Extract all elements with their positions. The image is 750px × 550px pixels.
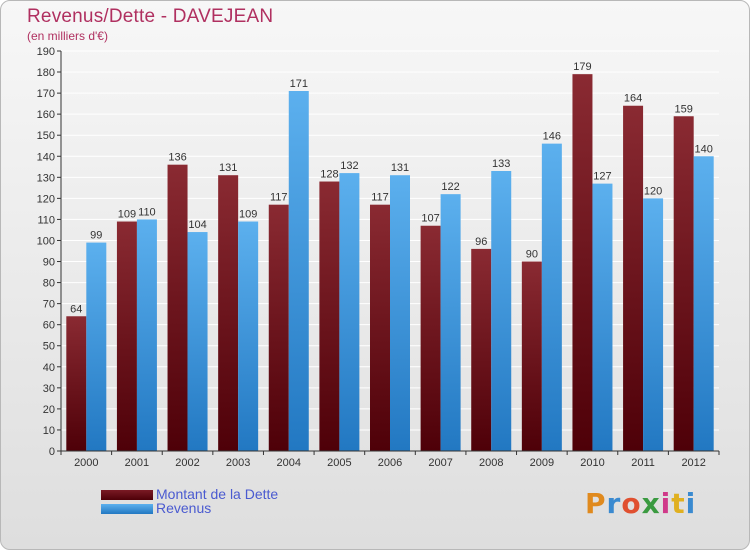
chart-title: Revenus/Dette - DAVEJEAN: [27, 6, 274, 27]
y-tick-label: 120: [37, 193, 55, 205]
x-tick-label: 2002: [175, 457, 199, 469]
revenus-bar: [187, 232, 208, 451]
y-tick-label: 40: [43, 362, 55, 374]
y-tick-label: 140: [37, 151, 55, 163]
y-tick-label: 100: [37, 235, 55, 247]
data-label: 131: [391, 162, 409, 174]
dette-bar: [471, 248, 492, 451]
legend-swatch-revenus: [101, 504, 153, 514]
y-tick-label: 30: [43, 383, 55, 395]
data-label: 132: [340, 160, 358, 172]
dette-bar: [572, 74, 593, 451]
data-label: 90: [526, 249, 538, 261]
data-label: 127: [593, 171, 611, 183]
dette-bar: [66, 316, 87, 451]
data-label: 117: [270, 192, 288, 204]
y-tick-label: 60: [43, 320, 55, 332]
legend-label-dette: Montant de la Dette: [156, 486, 279, 502]
x-tick-label: 2007: [428, 457, 452, 469]
y-tick-label: 50: [43, 341, 55, 353]
x-tick-label: 2012: [681, 457, 705, 469]
data-label: 110: [138, 206, 156, 218]
data-label: 109: [118, 209, 136, 221]
dette-bar: [623, 105, 644, 451]
data-label: 136: [168, 152, 186, 164]
chart-subtitle: (en milliers d'€): [27, 29, 108, 43]
dette-bar: [218, 175, 239, 452]
x-tick-label: 2001: [125, 457, 149, 469]
revenus-bar: [541, 143, 562, 451]
y-tick-label: 180: [37, 67, 55, 79]
data-label: 159: [675, 103, 693, 115]
dette-bar: [673, 116, 694, 452]
x-tick-label: 2003: [226, 457, 250, 469]
revenus-bar: [238, 221, 259, 451]
dette-bar: [370, 204, 390, 451]
x-tick-label: 2005: [327, 457, 351, 469]
x-tick-label: 2006: [378, 457, 402, 469]
revenus-bar: [390, 175, 410, 452]
dette-bar: [319, 181, 340, 452]
y-tick-label: 170: [37, 88, 55, 100]
y-tick-label: 0: [49, 446, 55, 458]
data-label: 179: [573, 61, 591, 73]
legend-label-revenus: Revenus: [156, 500, 212, 516]
y-tick-label: 10: [43, 425, 55, 437]
x-tick-label: 2000: [74, 457, 98, 469]
x-tick-label: 2009: [530, 457, 554, 469]
revenus-bar: [491, 171, 512, 451]
data-label: 133: [492, 158, 510, 170]
x-tick-label: 2011: [631, 457, 655, 469]
x-tick-label: 2008: [479, 457, 503, 469]
revenus-bar: [592, 183, 613, 451]
revenus-bar: [86, 242, 107, 451]
x-tick-label: 2004: [277, 457, 301, 469]
dette-bar: [521, 261, 542, 451]
data-label: 140: [695, 143, 713, 155]
revenus-bar: [693, 156, 714, 451]
data-label: 109: [239, 209, 257, 221]
revenus-bar: [288, 91, 309, 451]
y-tick-label: 190: [37, 46, 55, 58]
proxiti-logo: Proxiti: [585, 487, 697, 520]
y-tick-label: 20: [43, 404, 55, 416]
dette-bar: [420, 225, 441, 451]
y-tick-label: 90: [43, 257, 55, 269]
data-label: 104: [188, 219, 206, 231]
revenus-bar: [339, 173, 360, 451]
dette-bar: [116, 221, 137, 451]
data-label: 99: [90, 230, 102, 242]
legend-swatch-dette: [101, 490, 153, 500]
x-tick-label: 2010: [580, 457, 604, 469]
data-label: 107: [421, 213, 439, 225]
data-label: 128: [320, 169, 338, 181]
data-label: 131: [219, 162, 237, 174]
y-tick-label: 160: [37, 109, 55, 121]
data-label: 164: [624, 93, 642, 105]
data-label: 120: [644, 185, 662, 197]
y-tick-label: 150: [37, 130, 55, 142]
revenus-bar: [440, 194, 461, 451]
data-label: 96: [475, 236, 487, 248]
y-tick-label: 110: [37, 214, 55, 226]
data-label: 171: [290, 78, 308, 90]
y-tick-label: 130: [37, 172, 55, 184]
y-tick-label: 70: [43, 299, 55, 311]
revenus-bar: [136, 219, 157, 451]
data-label: 146: [543, 131, 561, 143]
dette-bar: [167, 164, 188, 451]
data-label: 64: [70, 303, 82, 315]
revenus-bar: [643, 198, 664, 451]
y-tick-label: 80: [43, 278, 55, 290]
dette-bar: [268, 204, 289, 451]
data-label: 117: [371, 192, 389, 204]
data-label: 122: [441, 181, 459, 193]
